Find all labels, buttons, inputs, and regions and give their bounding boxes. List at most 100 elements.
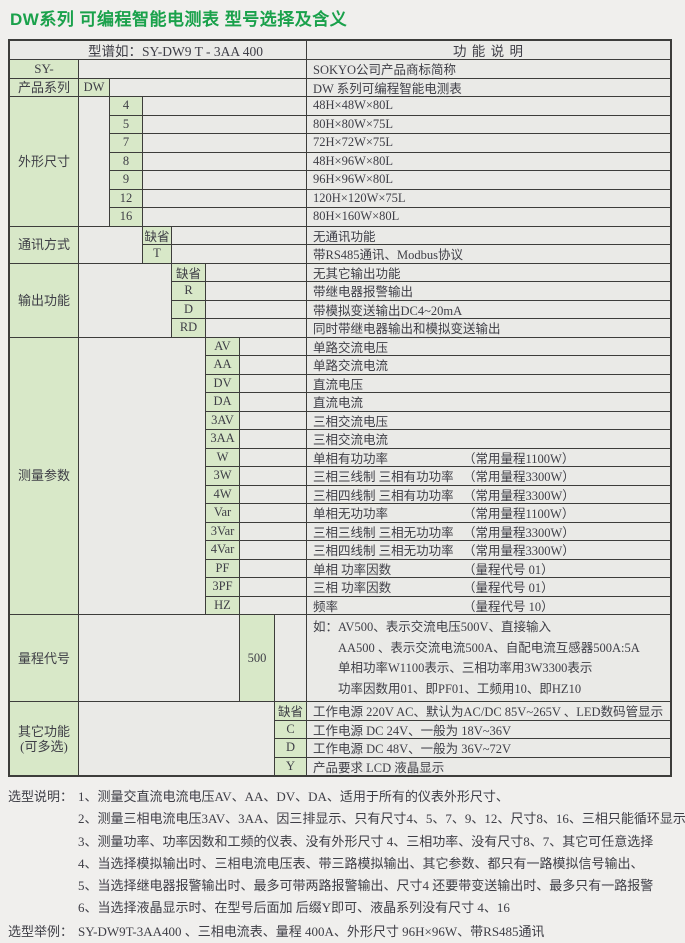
table-section-param: 测量参数 AV 单路交流电压 AA 单路交流电流 DV 直流电压 DA 直流电流 3AV 三相交流电… <box>10 337 670 614</box>
spacer-cell <box>143 171 306 189</box>
desc-line: 如：AV500、表示交流电压500V、直接输入 <box>313 620 551 634</box>
code-cell-param: DV <box>206 374 239 392</box>
code-cell-output: R <box>172 282 205 300</box>
desc-cell: 工作电源 DC 24V、一般为 18V~36V <box>307 720 670 738</box>
code-cell-size: 7 <box>110 134 142 152</box>
spacer-cell <box>240 430 306 448</box>
selection-example-label: 选型举例： <box>8 923 74 939</box>
code-cell-output: D <box>172 300 205 318</box>
selection-example-text: SY-DW9T-3AA400 、三相电流表、量程 400A、外形尺寸 96H×9… <box>78 923 545 939</box>
spacer-cell <box>240 596 306 614</box>
desc-cell: 产品要求 LCD 液晶显示 <box>307 757 670 775</box>
desc-cell: 单路交流电流 <box>307 356 670 374</box>
table-section-other: 其它功能 (可多选) 缺省 工作电源 220V AC、默认为AC/DC 85V~26… <box>10 702 670 775</box>
spacer-cell <box>206 263 306 281</box>
selection-note-item: 2、测量三相电流电压3AV、3AA、因三排显示、只有尺寸4、5、7、9、12、尺… <box>78 811 685 827</box>
code-cell-size: 16 <box>110 208 142 226</box>
code-cell-size: 12 <box>110 189 142 207</box>
code-cell-param: DA <box>206 393 239 411</box>
selection-example: 选型举例： SY-DW9T-3AA400 、三相电流表、量程 400A、外形尺寸… <box>8 921 672 943</box>
code-cell-other: 缺省 <box>275 702 306 720</box>
desc-cell: 96H×96W×80L <box>307 171 670 189</box>
desc-range-note: （量程代号 01） <box>463 581 554 596</box>
desc-text: 单相无功功率 <box>313 507 389 522</box>
code-cell-range: 500 <box>240 615 274 701</box>
spacer-cell <box>172 226 306 244</box>
spacer-cell <box>240 504 306 522</box>
spacer-cell <box>240 485 306 503</box>
spacer-cell <box>79 702 274 775</box>
desc-cell: 单相无功功率 （常用量程1100W） <box>307 504 670 522</box>
selection-note-item: 4、当选择模拟输出时、三相电流电压表、带三路模拟输出、其它参数、都只有一路模拟信… <box>78 855 644 871</box>
desc-text: 频率 <box>313 599 339 614</box>
desc-range-note: （常用量程1100W） <box>463 451 575 466</box>
desc-cell: 如：AV500、表示交流电压500V、直接输入 AA500 、表示交流电流500… <box>307 615 670 701</box>
desc-cell: 80H×80W×75L <box>307 115 670 133</box>
spacer-cell <box>79 60 306 78</box>
code-cell-param: AV <box>206 337 239 355</box>
desc-text: 三相四线制 三相无功功率 <box>313 544 454 559</box>
code-cell-series: DW <box>79 78 109 96</box>
desc-cell: DW 系列可编程智能电测表 <box>307 78 670 96</box>
spacer-cell <box>240 578 306 596</box>
spacer-cell <box>143 208 306 226</box>
desc-line: AA500 、表示交流电流500A、自配电流互感器500A:5A <box>313 640 640 655</box>
code-cell-param: 3AA <box>206 430 239 448</box>
spacer-cell <box>143 97 306 115</box>
model-spec-header: 型谱如：SY-DW9 T - 3AA 400 <box>10 41 306 59</box>
table-section-brand: SY- SOKYO公司产品商标简称 <box>10 60 670 78</box>
spacer-cell <box>240 411 306 429</box>
desc-range-note: （常用量程3300W） <box>463 544 575 559</box>
spacer-cell <box>172 245 306 263</box>
section-label-output: 输出功能 <box>10 263 78 337</box>
code-cell-output: 缺省 <box>172 263 205 281</box>
code-cell-size: 4 <box>110 97 142 115</box>
spacer-cell <box>240 559 306 577</box>
spacer-cell <box>240 448 306 466</box>
desc-cell: 48H×96W×80L <box>307 152 670 170</box>
code-cell-other: Y <box>275 757 306 775</box>
spacer-cell <box>240 374 306 392</box>
table-section-output: 输出功能 缺省 无其它输出功能 R 带继电器报警输出 D 带模拟变送输出DC4~20mA RD… <box>10 263 670 337</box>
desc-cell: 直流电流 <box>307 393 670 411</box>
desc-cell: 三相三线制 三相无功功率 （常用量程3300W） <box>307 522 670 540</box>
table-section-comm: 通讯方式 缺省 无通讯功能 T 带RS485通讯、Modbus协议 <box>10 226 670 263</box>
code-cell-other: D <box>275 739 306 757</box>
desc-cell: 80H×160W×80L <box>307 208 670 226</box>
desc-line: 功率因数用01、即PF01、工频用10、即HZ10 <box>313 681 582 696</box>
code-cell-other: C <box>275 720 306 738</box>
code-cell-param: 3W <box>206 467 239 485</box>
section-label-comm: 通讯方式 <box>10 226 78 263</box>
desc-cell: 72H×72W×75L <box>307 134 670 152</box>
spacer-cell <box>79 226 142 263</box>
desc-range-note: （量程代号 10） <box>463 599 554 614</box>
spacer-cell <box>143 189 306 207</box>
desc-text: 单相有功功率 <box>313 451 389 466</box>
selection-notes: 选型说明： 1、测量交直流电流电压AV、AA、DV、DA、适用于所有的仪表外形尺… <box>8 786 685 920</box>
spacer-cell <box>240 541 306 559</box>
desc-cell: 三相四线制 三相无功功率 （常用量程3300W） <box>307 541 670 559</box>
selection-note-item: 5、当选择继电器报警输出时、最多可带两路报警输出、尺寸4 还要带变送输出时、最多… <box>78 878 654 894</box>
spacer-cell <box>240 393 306 411</box>
desc-cell: SOKYO公司产品商标简称 <box>307 60 670 78</box>
code-cell-param: 3PF <box>206 578 239 596</box>
code-cell-param: 4Var <box>206 541 239 559</box>
code-cell-param: 3Var <box>206 522 239 540</box>
spacer-cell <box>240 467 306 485</box>
code-cell-size: 9 <box>110 171 142 189</box>
code-cell-param: HZ <box>206 596 239 614</box>
code-cell-param: PF <box>206 559 239 577</box>
desc-text: 三相三线制 三相有功功率 <box>313 470 454 485</box>
section-label-other: 其它功能 (可多选) <box>10 702 78 775</box>
code-cell-size: 8 <box>110 152 142 170</box>
model-table: 型谱如：SY-DW9 T - 3AA 400 功 能 说 明 SY- SOKYO公司产… <box>8 39 672 777</box>
spacer-cell <box>240 522 306 540</box>
desc-cell: 工作电源 220V AC、默认为AC/DC 85V~265V 、LED数码管显示 <box>307 702 670 720</box>
selection-notes-label: 选型说明： <box>8 789 74 804</box>
desc-cell: 直流电压 <box>307 374 670 392</box>
code-cell-param: W <box>206 448 239 466</box>
desc-text: 三相三线制 三相无功功率 <box>313 525 454 540</box>
spacer-cell <box>79 97 109 226</box>
code-cell-param: AA <box>206 356 239 374</box>
